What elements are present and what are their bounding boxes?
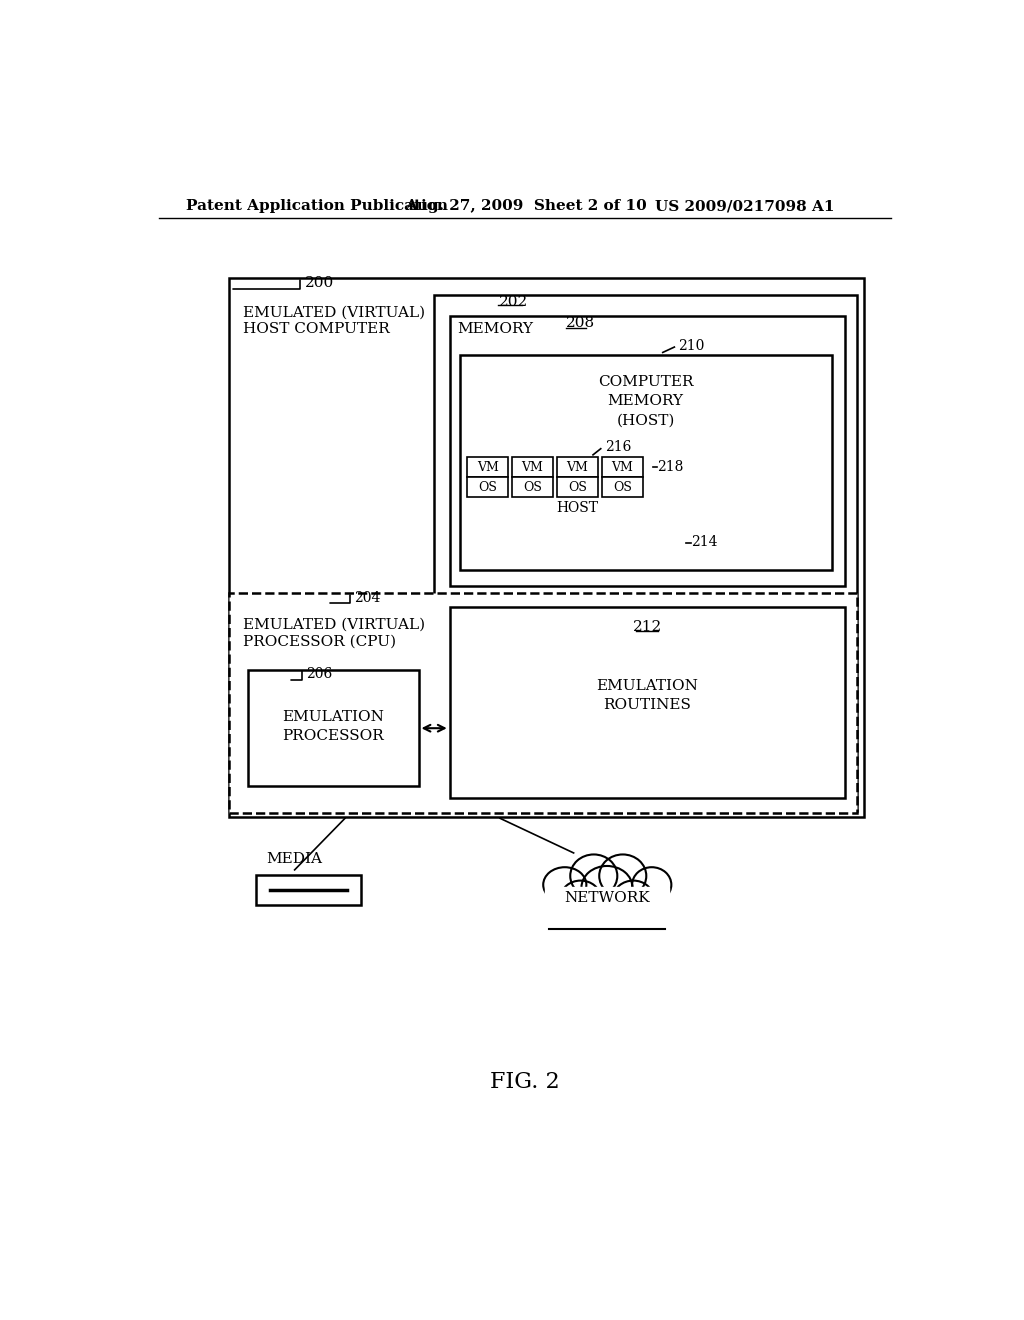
Text: Aug. 27, 2009  Sheet 2 of 10: Aug. 27, 2009 Sheet 2 of 10 [406,199,647,213]
Text: OS: OS [523,480,542,494]
Ellipse shape [632,867,672,903]
Bar [228,277,864,817]
Text: (HOST): (HOST) [616,413,675,428]
Text: EMULATED (VIRTUAL): EMULATED (VIRTUAL) [243,618,425,631]
Bar [602,478,643,498]
Ellipse shape [561,880,600,913]
Ellipse shape [582,866,633,909]
Text: VM: VM [566,461,589,474]
Text: MEDIA: MEDIA [266,853,322,866]
Text: 202: 202 [499,294,527,309]
Ellipse shape [613,880,653,913]
Text: MEMORY: MEMORY [607,393,684,408]
Text: EMULATION: EMULATION [283,710,384,723]
Text: 200: 200 [305,276,334,290]
Ellipse shape [570,854,617,898]
Text: 210: 210 [678,338,705,352]
Bar [256,875,360,906]
Text: OS: OS [478,480,497,494]
Text: Patent Application Publication: Patent Application Publication [186,199,449,213]
Bar [557,457,598,478]
Bar [450,607,845,799]
Bar [450,317,845,586]
Text: ROUTINES: ROUTINES [603,698,691,711]
Ellipse shape [599,854,646,898]
Text: FIG. 2: FIG. 2 [490,1072,559,1093]
Text: HOST COMPUTER: HOST COMPUTER [243,322,389,337]
Text: 216: 216 [604,440,631,454]
Text: COMPUTER: COMPUTER [598,375,693,388]
Text: OS: OS [613,480,632,494]
Bar [557,478,598,498]
Text: 204: 204 [354,591,381,605]
Bar [460,355,831,570]
Text: VM: VM [476,461,499,474]
Bar [467,478,508,498]
Bar [248,671,419,785]
Bar [434,296,856,812]
Text: US 2009/0217098 A1: US 2009/0217098 A1 [655,199,835,213]
Text: EMULATED (VIRTUAL): EMULATED (VIRTUAL) [243,305,425,319]
Bar [545,887,669,932]
Text: 218: 218 [657,461,684,474]
Ellipse shape [543,867,587,903]
Text: 208: 208 [566,317,595,330]
Bar [228,594,856,813]
Bar [602,457,643,478]
Text: VM: VM [611,461,634,474]
Text: MEMORY: MEMORY [458,322,534,337]
Text: PROCESSOR (CPU): PROCESSOR (CPU) [243,635,396,649]
Text: HOST: HOST [556,502,598,515]
Bar [467,457,508,478]
Text: EMULATION: EMULATION [596,678,698,693]
Text: 206: 206 [306,668,333,681]
Text: 212: 212 [633,619,662,634]
Text: PROCESSOR: PROCESSOR [283,729,384,743]
Text: 214: 214 [690,535,717,549]
Text: VM: VM [521,461,544,474]
Text: OS: OS [568,480,587,494]
Text: NETWORK: NETWORK [564,891,650,904]
Bar [512,457,553,478]
Bar [512,478,553,498]
